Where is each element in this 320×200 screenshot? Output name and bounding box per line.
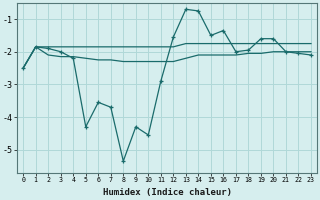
X-axis label: Humidex (Indice chaleur): Humidex (Indice chaleur) [103,188,232,197]
